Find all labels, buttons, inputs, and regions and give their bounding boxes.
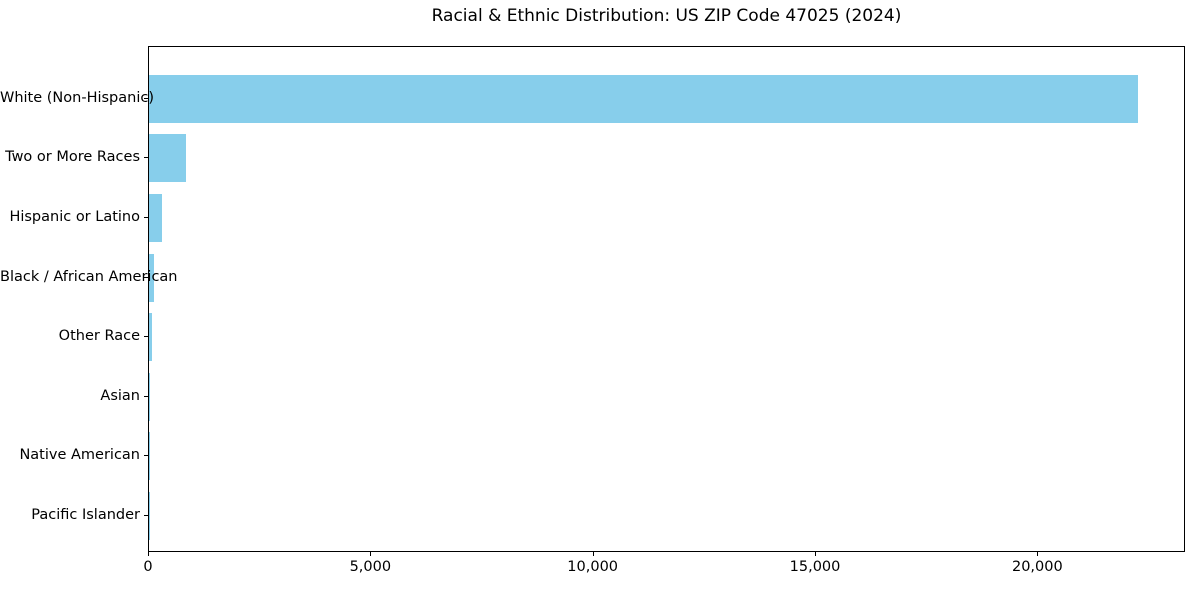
bar-white-non-hispanic <box>149 74 1138 123</box>
bar-asian <box>149 372 151 421</box>
y-tick-mark <box>144 97 148 99</box>
y-tick-mark <box>144 216 148 218</box>
y-tick-mark <box>144 514 148 516</box>
y-tick-mark <box>144 455 148 457</box>
category-label: Native American <box>19 447 140 464</box>
x-tick-label: 10,000 <box>567 559 619 575</box>
plot-area <box>148 46 1185 552</box>
bar-two-or-more-races <box>149 134 186 183</box>
y-tick-mark <box>144 395 148 397</box>
bar-other-race <box>149 313 153 362</box>
y-tick-mark <box>144 157 148 159</box>
category-label: Two or More Races <box>5 149 140 166</box>
x-tick-label: 20,000 <box>1011 559 1063 575</box>
category-label: White (Non-Hispanic) <box>0 89 154 106</box>
category-label: Pacific Islander <box>31 506 140 523</box>
x-tick-mark <box>592 552 594 556</box>
bar-black-african-american <box>149 253 154 302</box>
category-label: Hispanic or Latino <box>9 208 140 225</box>
category-label: Black / African American <box>0 268 178 285</box>
chart-title: Racial & Ethnic Distribution: US ZIP Cod… <box>431 6 902 26</box>
category-label: Asian <box>100 387 140 404</box>
y-tick-mark <box>144 276 148 278</box>
x-tick-mark <box>370 552 372 556</box>
x-tick-mark <box>1037 552 1039 556</box>
x-tick-label: 5,000 <box>349 559 392 575</box>
x-tick-mark <box>148 552 149 556</box>
x-tick-label: 15,000 <box>789 559 841 575</box>
category-label: Other Race <box>58 328 140 345</box>
x-tick-label: 0 <box>143 559 153 575</box>
y-tick-mark <box>144 336 148 338</box>
bar-hispanic-or-latino <box>149 193 162 242</box>
x-tick-mark <box>815 552 817 556</box>
